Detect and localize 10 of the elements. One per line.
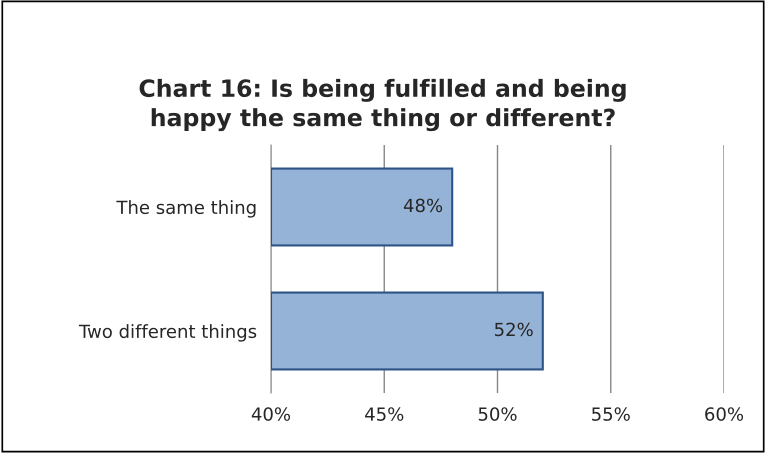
x-tick-label: 60%: [705, 407, 744, 421]
y-tick-label: The same thing: [116, 200, 256, 218]
data-label: 48%: [404, 198, 442, 212]
x-tick-label: 50%: [478, 407, 517, 421]
chart-title: Chart 16: Is being fulfilled and being happy the same thing or different?: [140, 78, 626, 132]
x-tick-label: 45%: [365, 407, 404, 421]
x-tick-label: 55%: [592, 407, 630, 421]
data-label: 52%: [495, 322, 533, 336]
y-tick-label: Two different things: [78, 324, 256, 342]
x-tick-label: 40%: [252, 407, 290, 421]
